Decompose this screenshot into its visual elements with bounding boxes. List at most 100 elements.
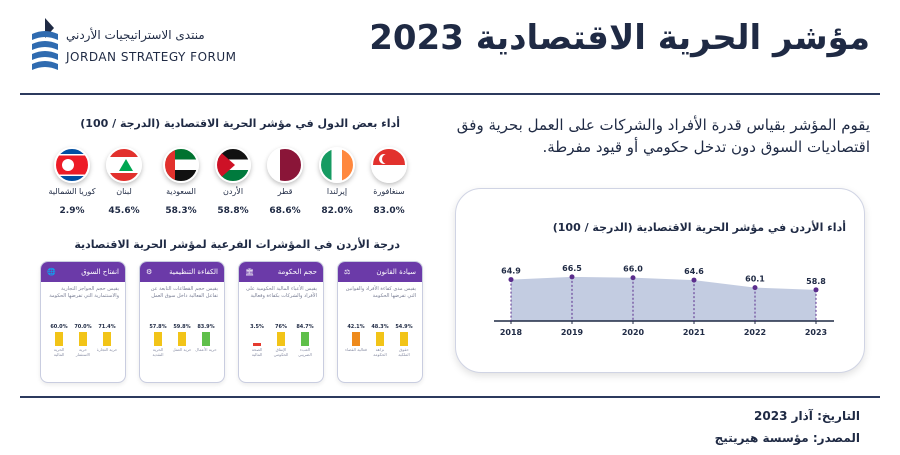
- card-description: يقيس الأعباء المالية الحكومية على الأفرا…: [246, 286, 317, 299]
- bar-value: 3.5%: [250, 324, 264, 330]
- country-name: لبنان: [116, 187, 132, 196]
- bar-item: 59.8% حرية العمل: [171, 324, 193, 357]
- bar-fill: [352, 332, 360, 346]
- qatar-flag-icon: [267, 147, 303, 183]
- bar-label: حرية الاستثمار: [75, 347, 91, 357]
- x-tick-label: 2018: [500, 328, 523, 337]
- bar-label: حرية التجارة: [96, 347, 118, 352]
- bar-fill: [103, 332, 111, 346]
- jordan-trend-panel: أداء الأردن في مؤشر الحرية الاقتصادية (ا…: [455, 188, 865, 373]
- data-label: 66.5: [562, 264, 582, 273]
- card-header: انفتاح السوق 🌐: [41, 262, 125, 282]
- jordan-trend-chart: 64.9 2018 66.5 2019 66.0 2020 64.6 2021 60.1 2022…: [494, 264, 834, 337]
- page-title: مؤشر الحرية الاقتصادية 2023: [369, 18, 870, 58]
- bar-fill: [277, 332, 285, 346]
- bar-label: الصحة المالية: [251, 347, 263, 357]
- bar-label: فعالية القضاء: [345, 347, 367, 352]
- x-tick-label: 2021: [683, 328, 706, 337]
- country-value: 82.0%: [321, 206, 353, 216]
- bar-item: 76% الإنفاق الحكومي: [270, 324, 292, 357]
- country-name: كوريا الشمالية: [48, 187, 96, 196]
- data-label: 64.9: [501, 267, 521, 276]
- country-value: 2.9%: [59, 206, 85, 216]
- jsf-logo: منتدى الاستراتيجيات الأردني JORDAN STRAT…: [28, 14, 248, 84]
- card-rule-of-law: سيادة القانون ⚖ يقيس مدى كفاءة الأفراد و…: [337, 261, 423, 383]
- chart-title: أداء الأردن في مؤشر الحرية الاقتصادية (ا…: [552, 221, 846, 234]
- country-name: سنغافورة: [373, 187, 405, 196]
- bar-item: 83.9% حرية الأعمال: [195, 324, 217, 357]
- logo-english-text: JORDAN STRATEGY FORUM: [66, 50, 237, 64]
- bar-item: 48.3% نزاهة الحكومة: [369, 324, 391, 357]
- card-header: حجم الحكومة 🏛: [239, 262, 323, 282]
- jordan-flag-icon: [215, 147, 251, 183]
- government-building-icon: 🏛: [245, 268, 254, 276]
- country-name: السعودية: [166, 187, 196, 196]
- bar-item: 57.8% الحرية النقدية: [147, 324, 169, 357]
- data-point: [508, 277, 514, 283]
- bar-fill: [154, 332, 162, 346]
- intro-text: يقوم المؤشر بقياس قدرة الأفراد والشركات …: [456, 116, 870, 156]
- country-lebanon: لبنان 45.6%: [98, 147, 150, 216]
- globe-icon: 🌐: [47, 268, 56, 276]
- bar-item: 54.9% حقوق الملكية: [393, 324, 415, 357]
- bar-fill: [253, 343, 261, 346]
- card-header: سيادة القانون ⚖: [338, 262, 422, 282]
- card-bars: 54.9% حقوق الملكية 48.3% نزاهة الحكومة 42.…: [344, 324, 416, 357]
- bar-fill: [55, 332, 63, 346]
- bar-label: نزاهة الحكومة: [373, 347, 387, 357]
- country-qatar: قطر 68.6%: [259, 147, 311, 216]
- bar-value: 70.0%: [74, 324, 92, 330]
- bar-item: 70.0% حرية الاستثمار: [72, 324, 94, 357]
- data-label: 60.1: [745, 275, 765, 284]
- ireland-flag-icon: [319, 147, 355, 183]
- jsf-logo-icon: [32, 18, 58, 70]
- data-point: [691, 277, 697, 283]
- card-bars: 71.4% حرية التجارة 70.0% حرية الاستثمار 60…: [47, 324, 119, 357]
- top-divider: [20, 93, 880, 95]
- area-fill: [511, 276, 816, 321]
- x-tick-label: 2020: [622, 328, 645, 337]
- card-title: حجم الحكومة: [277, 268, 317, 276]
- card-header: الكفاءة التنظيمية ⚙: [140, 262, 224, 282]
- bar-item: 60.0% الحرية المالية: [48, 324, 70, 357]
- country-ireland: إيرلندا 82.0%: [311, 147, 363, 216]
- lebanon-flag-icon: [106, 147, 142, 183]
- data-label: 58.8: [806, 277, 826, 286]
- bar-value: 54.9%: [395, 324, 413, 330]
- bar-value: 42.1%: [347, 324, 365, 330]
- card-description: يقيس حجم القطاعات التابعة عن تفاعل الفعا…: [150, 286, 218, 299]
- bar-label: حرية العمل: [172, 347, 192, 352]
- subindex-title: درجة الأردن في المؤشرات الفرعية لمؤشر ال…: [74, 238, 400, 251]
- footer-source: المصدر: مؤسسة هيريتيج: [714, 431, 860, 445]
- uae-flag-icon: [163, 147, 199, 183]
- data-label: 64.6: [684, 267, 704, 276]
- bar-value: 57.8%: [149, 324, 167, 330]
- logo-arabic-text: منتدى الاستراتيجيات الأردني: [66, 28, 205, 42]
- card-title: انفتاح السوق: [81, 268, 119, 276]
- country-value: 58.8%: [217, 206, 249, 216]
- bar-value: 84.7%: [296, 324, 314, 330]
- data-point: [752, 285, 758, 291]
- country-saudi: السعودية 58.3%: [155, 147, 207, 216]
- card-bars: 84.7% العبء الضريبي 76% الإنفاق الحكومي 3.…: [245, 324, 317, 357]
- bar-label: الحرية النقدية: [152, 347, 164, 357]
- country-name: الأردن: [222, 187, 244, 196]
- bar-label: الإنفاق الحكومي: [273, 347, 289, 357]
- country-value: 68.6%: [269, 206, 301, 216]
- bar-label: حرية الأعمال: [195, 347, 217, 352]
- country-value: 45.6%: [108, 206, 140, 216]
- bar-item: 3.5% الصحة المالية: [246, 324, 268, 357]
- card-government-size: حجم الحكومة 🏛 يقيس الأعباء المالية الحكو…: [238, 261, 324, 383]
- north-korea-flag-icon: [54, 147, 90, 183]
- country-name: إيرلندا: [326, 187, 348, 196]
- singapore-flag-icon: [371, 147, 407, 183]
- data-point: [569, 274, 575, 280]
- bar-item: 71.4% حرية التجارة: [96, 324, 118, 357]
- card-description: يقيس حجم الحواجز التجارية والاستثمارية ا…: [49, 286, 119, 299]
- card-title: الكفاءة التنظيمية: [169, 268, 218, 276]
- bar-fill: [79, 332, 87, 346]
- card-market-openness: انفتاح السوق 🌐 يقيس حجم الحواجز التجارية…: [40, 261, 126, 383]
- bar-label: العبء الضريبي: [298, 347, 312, 357]
- countries-title: أداء بعض الدول في مؤشر الحرية الاقتصادية…: [80, 117, 400, 130]
- country-value: 58.3%: [165, 206, 197, 216]
